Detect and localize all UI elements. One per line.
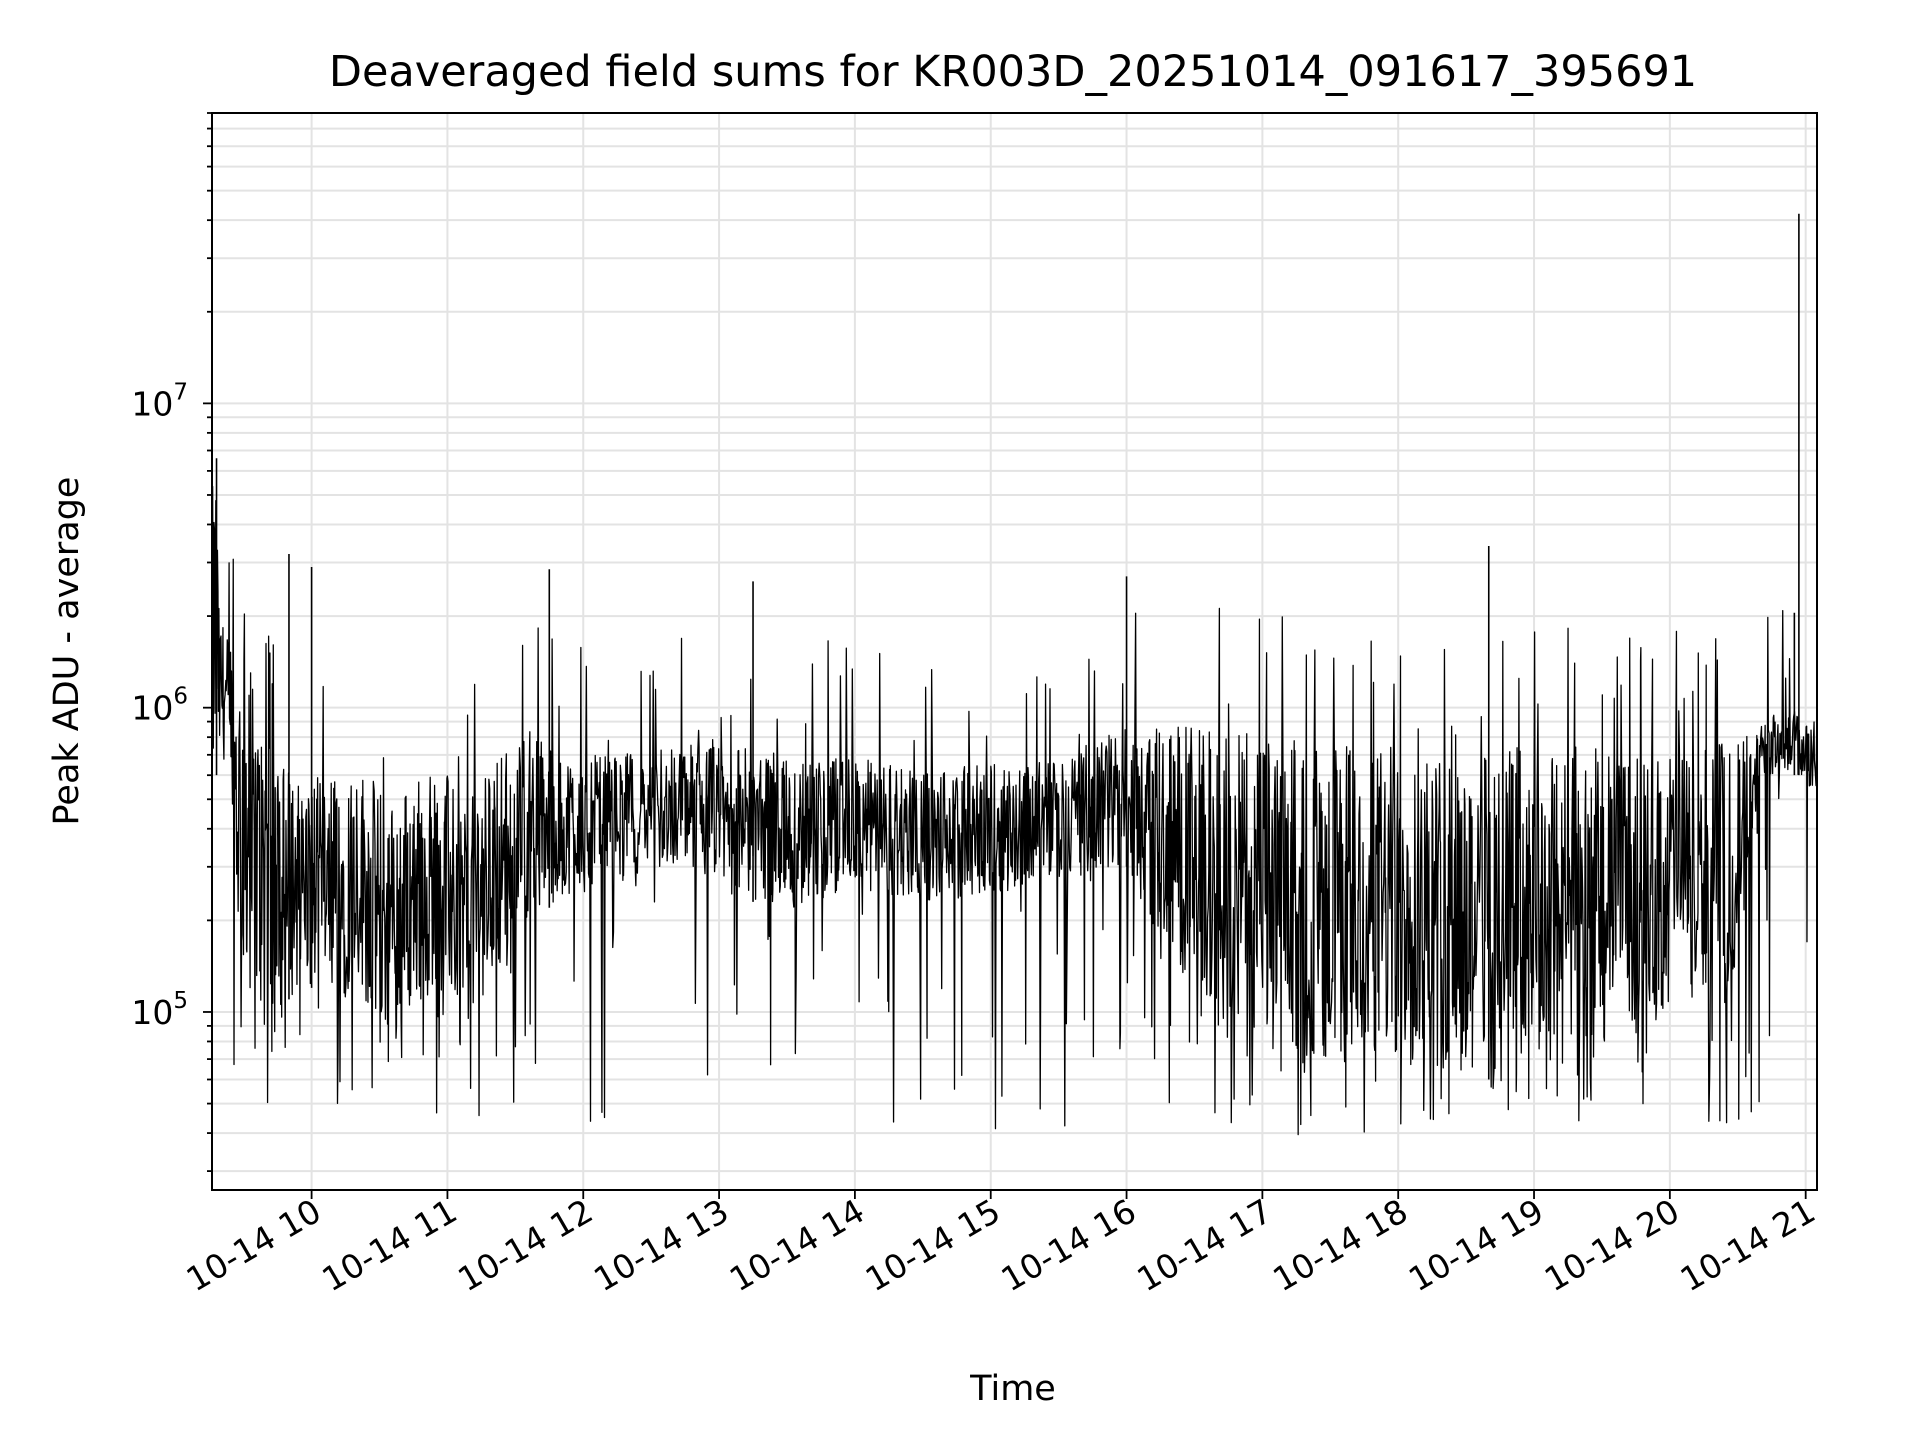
x-tick-label: 10-14 17	[1130, 1191, 1278, 1299]
y-tick-label: 106	[131, 684, 188, 728]
y-tick-base: 10	[131, 993, 173, 1032]
x-tick-label: 10-14 13	[587, 1191, 735, 1299]
x-tick-label: 10-14 20	[1538, 1191, 1686, 1299]
grid	[212, 112, 1817, 1190]
plot-frame	[211, 112, 1818, 1191]
y-tick-exponent: 6	[173, 684, 188, 710]
y-tick-label: 105	[131, 988, 188, 1032]
y-axis-label: Peak ADU - average	[47, 477, 87, 826]
x-tick-label: 10-14 21	[1674, 1191, 1822, 1299]
x-tick-label: 10-14 18	[1266, 1191, 1414, 1299]
x-axis-label: Time	[969, 1369, 1056, 1409]
x-tick-label: 10-14 11	[315, 1191, 463, 1299]
x-tick-label: 10-14 14	[723, 1191, 871, 1299]
y-tick-base: 10	[131, 689, 173, 728]
y-tick-exponent: 7	[173, 379, 188, 405]
x-tick-label: 10-14 12	[451, 1191, 599, 1299]
y-tick-base: 10	[131, 384, 173, 423]
series-line	[211, 485, 1818, 1136]
x-tick-label: 10-14 15	[859, 1191, 1007, 1299]
x-tick-label: 10-14 16	[995, 1191, 1143, 1299]
x-tick-label: 10-14 10	[180, 1191, 328, 1299]
series-spikes	[215, 213, 1800, 1080]
y-tick-exponent: 5	[173, 988, 188, 1014]
chart-title: Deaveraged field sums for KR003D_2025101…	[329, 47, 1697, 97]
x-tick-label: 10-14 19	[1402, 1191, 1550, 1299]
y-tick-label: 107	[131, 379, 188, 423]
